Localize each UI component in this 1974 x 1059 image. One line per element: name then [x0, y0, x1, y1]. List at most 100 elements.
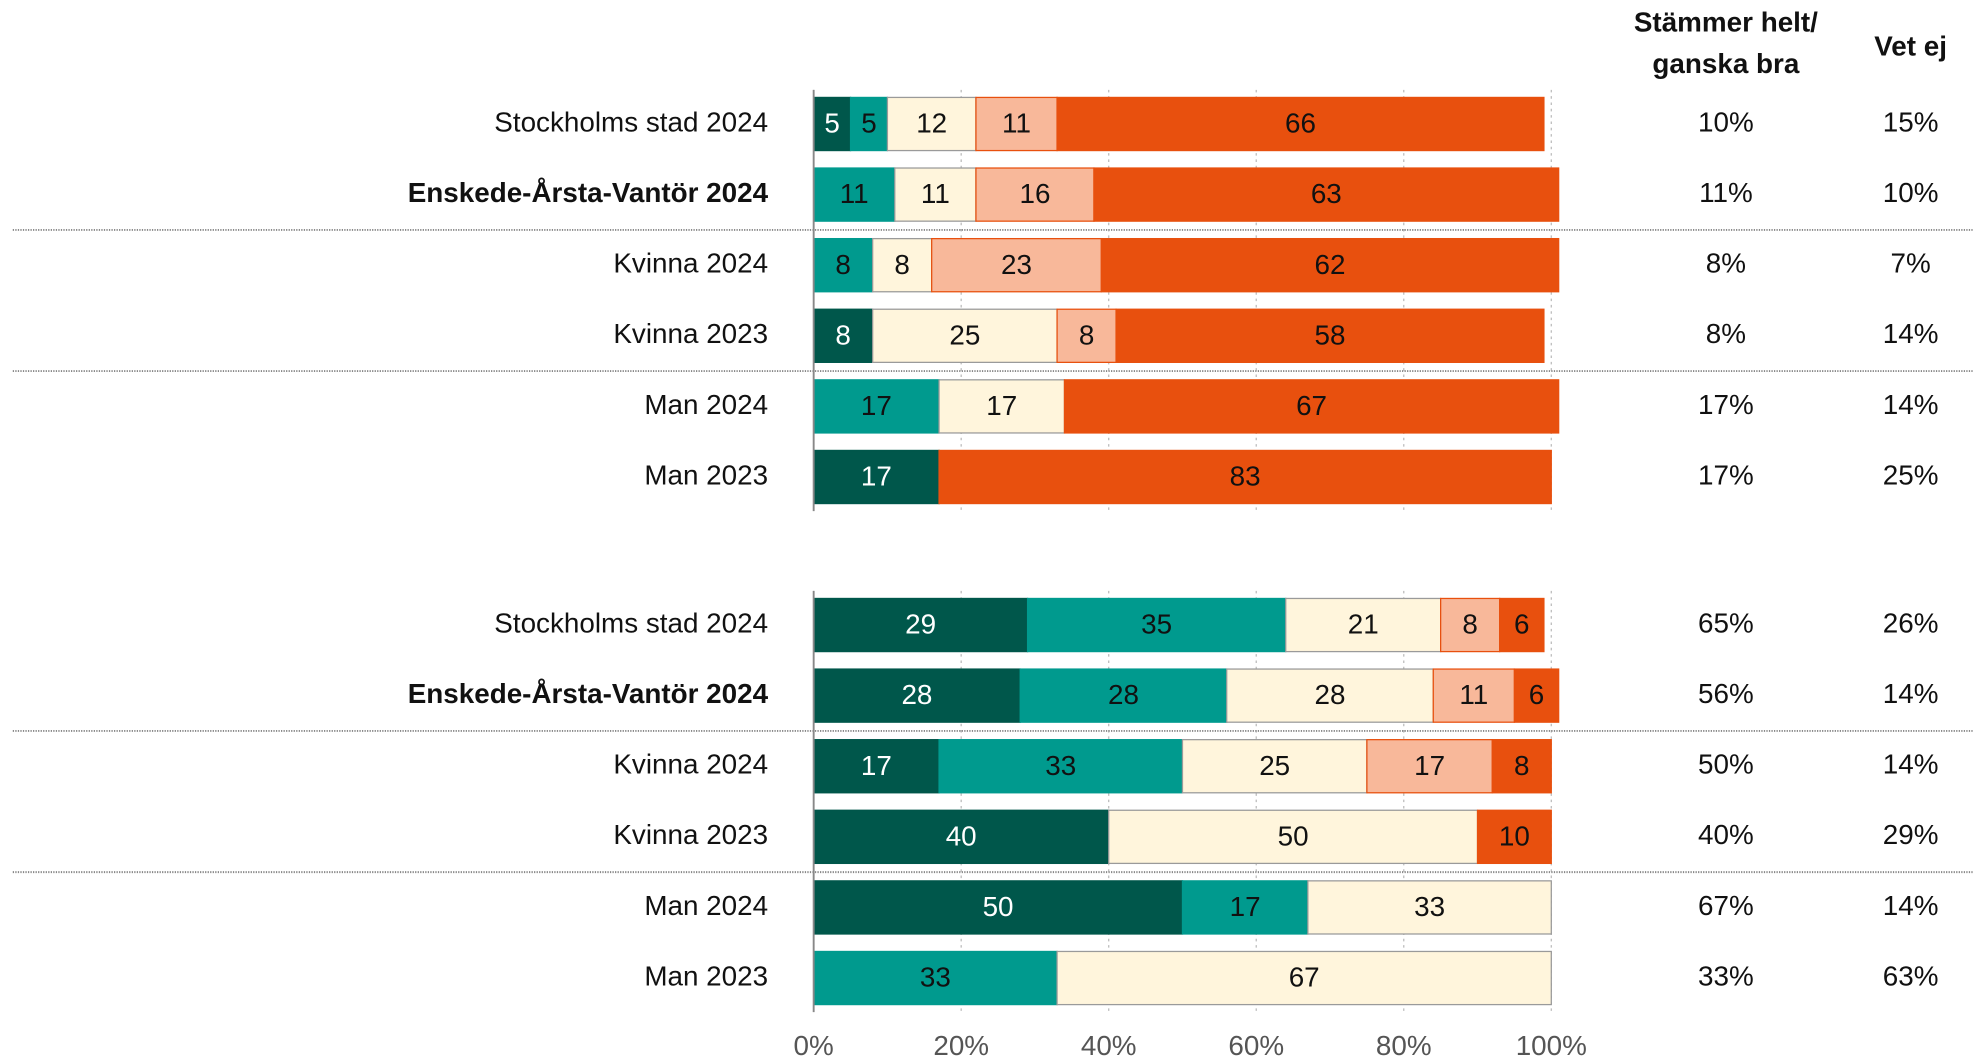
bar-segment	[1476, 809, 1552, 865]
side-value: 33%	[1698, 960, 1754, 991]
data-label: 63	[1311, 178, 1342, 209]
data-label: 17	[1230, 891, 1261, 922]
bar-segment	[1181, 739, 1368, 794]
data-label: 17	[861, 461, 892, 492]
data-label: 16	[1019, 178, 1050, 209]
data-label: 8	[1514, 750, 1529, 781]
side-value: 15%	[1883, 106, 1939, 137]
data-label: 8	[1462, 609, 1477, 640]
bar-segment	[1432, 668, 1516, 723]
data-label: 67	[1289, 962, 1320, 993]
side-value: 50%	[1698, 749, 1754, 780]
bar-segment	[813, 237, 874, 293]
side-value: 14%	[1883, 749, 1939, 780]
x-tick-label: 20%	[933, 1030, 989, 1059]
data-label: 28	[901, 679, 932, 710]
data-label: 33	[920, 962, 951, 993]
bar-segment	[1499, 597, 1545, 653]
bar-segment	[1093, 167, 1560, 222]
side-value: 14%	[1883, 318, 1939, 349]
side-value: 10%	[1698, 106, 1754, 137]
data-label: 67	[1296, 390, 1327, 421]
data-label: 5	[824, 108, 839, 139]
bar-segment	[813, 597, 1029, 653]
data-label: 11	[1002, 108, 1031, 139]
data-label: 8	[835, 319, 850, 350]
data-label: 40	[946, 820, 977, 851]
bar-segment	[1100, 237, 1560, 293]
bar-segment	[872, 308, 1058, 363]
data-label: 25	[1259, 750, 1290, 781]
side-value: 14%	[1883, 389, 1939, 420]
bar-segment	[975, 167, 1095, 222]
x-tick-label: 100%	[1516, 1030, 1587, 1059]
column-header: Stämmer helt/	[1634, 6, 1818, 37]
data-label: 12	[916, 108, 947, 139]
bar-segment	[938, 739, 1184, 794]
category-label: Kvinna 2023	[613, 819, 768, 850]
category-label: Stockholms stad 2024	[494, 607, 768, 638]
bar-segment	[938, 449, 1552, 505]
data-label: 10	[1499, 820, 1530, 851]
bar-segment	[1491, 739, 1552, 794]
data-label: 5	[861, 108, 876, 139]
side-value: 63%	[1883, 960, 1939, 991]
data-label: 66	[1285, 108, 1316, 139]
category-label: Man 2023	[644, 960, 768, 991]
bar-segment	[938, 379, 1066, 434]
bar-segment	[813, 668, 1021, 723]
bar-segment	[1019, 668, 1228, 723]
data-label: 17	[986, 390, 1017, 421]
category-label: Kvinna 2024	[613, 248, 768, 279]
data-label: 29	[905, 609, 936, 640]
side-value: 8%	[1706, 248, 1746, 279]
bar-segment	[1026, 597, 1287, 653]
column-header: ganska bra	[1652, 48, 1799, 79]
bar-segment	[1056, 96, 1545, 152]
x-tick-label: 80%	[1376, 1030, 1432, 1059]
bar-segment	[849, 96, 889, 152]
data-label: 21	[1348, 609, 1379, 640]
data-label: 17	[1414, 750, 1445, 781]
data-label: 83	[1230, 461, 1261, 492]
side-value: 8%	[1706, 318, 1746, 349]
category-label: Man 2023	[644, 459, 768, 490]
side-value: 14%	[1883, 890, 1939, 921]
data-label: 11	[921, 178, 950, 209]
data-label: 11	[840, 178, 869, 209]
side-value: 17%	[1698, 459, 1754, 490]
data-label: 28	[1108, 679, 1139, 710]
bar-segment	[813, 950, 1058, 1006]
category-label: Man 2024	[644, 890, 768, 921]
bar-segment	[1115, 308, 1545, 363]
bar-segment	[1056, 950, 1552, 1006]
x-tick-label: 40%	[1081, 1030, 1137, 1059]
data-label: 8	[894, 249, 909, 280]
side-value: 7%	[1891, 248, 1931, 279]
bar-segment	[1307, 880, 1552, 935]
side-value: 56%	[1698, 678, 1754, 709]
side-value: 26%	[1883, 607, 1939, 638]
bar-segment	[813, 739, 940, 794]
column-header: Vet ej	[1874, 30, 1947, 61]
side-value: 29%	[1883, 819, 1939, 850]
data-label: 8	[835, 249, 850, 280]
side-value: 17%	[1698, 389, 1754, 420]
side-value: 11%	[1699, 177, 1753, 208]
category-label: Kvinna 2023	[613, 318, 768, 349]
bar-segment	[1366, 739, 1493, 794]
category-label: Man 2024	[644, 389, 768, 420]
bar-segment	[1181, 880, 1309, 935]
category-label: Enskede-Årsta-Vantör 2024	[408, 678, 769, 709]
data-label: 17	[861, 750, 892, 781]
side-value: 10%	[1883, 177, 1939, 208]
side-value: 65%	[1698, 607, 1754, 638]
data-label: 58	[1315, 319, 1346, 350]
category-label: Kvinna 2024	[613, 749, 768, 780]
data-label: 25	[949, 319, 980, 350]
side-value: 25%	[1883, 459, 1939, 490]
x-tick-label: 0%	[794, 1030, 834, 1059]
bar-segment	[813, 880, 1184, 935]
data-label: 62	[1315, 249, 1346, 280]
